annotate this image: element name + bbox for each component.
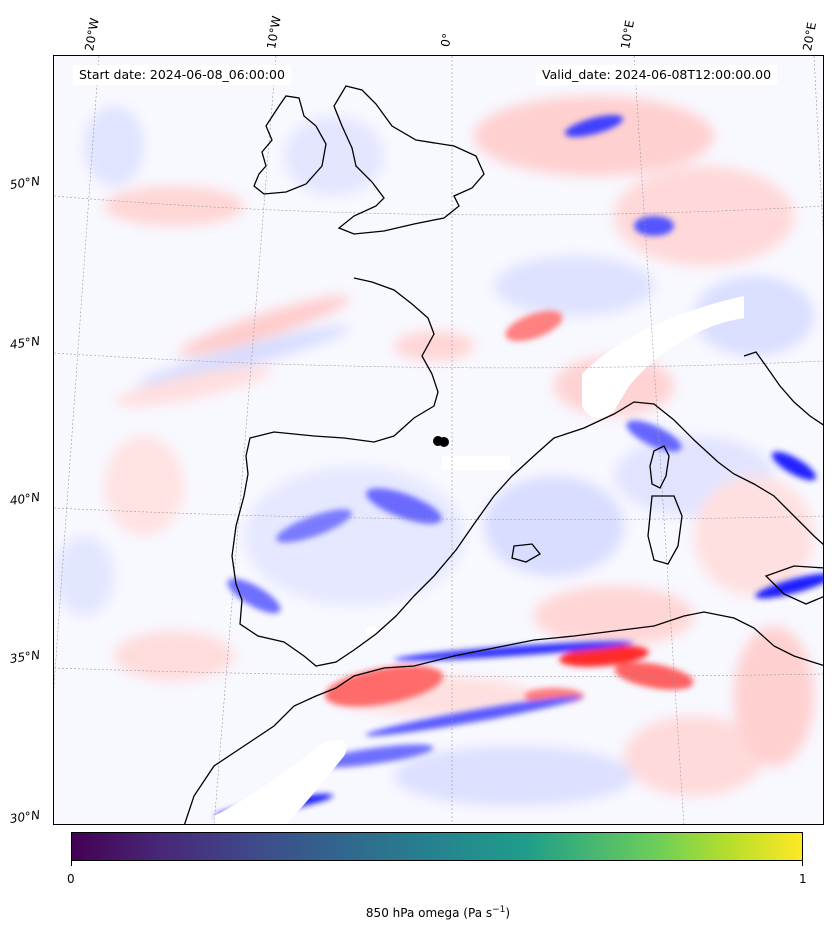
colorbar-title: 850 hPa omega (Pa s−1) — [0, 905, 832, 920]
colorbar-tick-max — [802, 861, 803, 866]
missing-data-areas — [214, 296, 744, 824]
lon-label-0: 0° — [438, 32, 455, 48]
start-date-label: Start date: 2024-06-08_06:00:00 — [73, 65, 291, 85]
colorbar-title-exponent: −1 — [492, 905, 506, 915]
colorbar-title-prefix: 850 hPa omega (Pa s — [365, 906, 493, 920]
lat-label-50n: 50°N — [9, 173, 41, 192]
lat-label-30n: 30°N — [9, 807, 41, 826]
lon-label-10e: 10°E — [618, 19, 638, 50]
lat-label-40n: 40°N — [9, 489, 41, 508]
omega-field-map — [54, 56, 823, 824]
map-panel[interactable] — [53, 55, 824, 825]
field-diffuse — [54, 96, 814, 806]
lon-label-20e: 20°E — [800, 21, 820, 52]
lon-label-20w: 20°W — [82, 16, 102, 52]
colorbar-title-suffix: ) — [505, 906, 511, 920]
colorbar-min-label: 0 — [67, 872, 75, 886]
colorbar — [71, 832, 803, 861]
lat-label-45n: 45°N — [9, 333, 41, 352]
field-features — [214, 115, 823, 818]
coastlines — [183, 85, 823, 824]
graticule — [54, 56, 823, 824]
lon-label-10w: 10°W — [264, 14, 284, 50]
station-markers — [433, 436, 449, 447]
lat-label-35n: 35°N — [9, 647, 41, 666]
colorbar-max-label: 1 — [799, 872, 807, 886]
valid-date-label: Valid_date: 2024-06-08T12:00:00.00 — [536, 65, 778, 85]
colorbar-tick-min — [71, 861, 72, 866]
